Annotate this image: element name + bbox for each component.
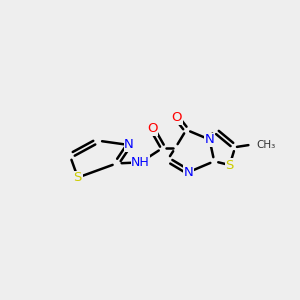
Text: S: S: [226, 159, 234, 172]
Text: N: N: [184, 166, 194, 178]
Text: O: O: [147, 122, 158, 135]
Text: O: O: [172, 111, 182, 124]
Text: N: N: [124, 139, 134, 152]
Text: S: S: [74, 171, 82, 184]
Text: N: N: [205, 133, 214, 146]
Text: NH: NH: [131, 156, 150, 169]
Text: CH₃: CH₃: [257, 140, 276, 150]
